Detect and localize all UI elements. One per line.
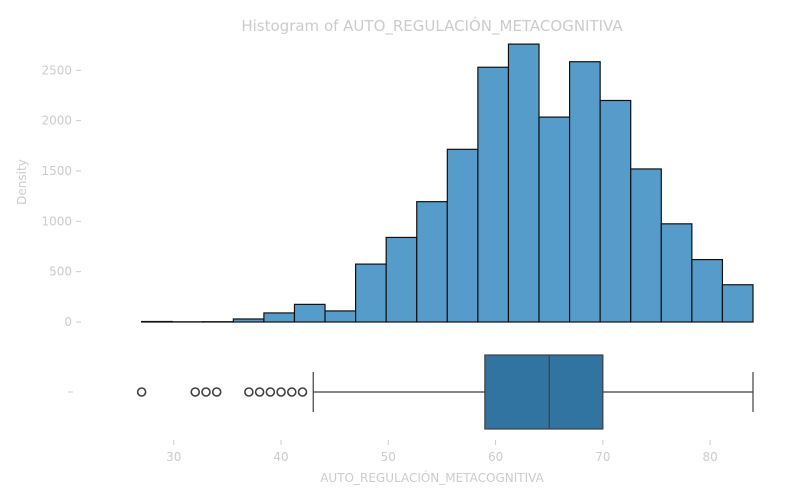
x-tick-label: 80 [702,450,717,464]
y-tick-label: 0 [64,315,72,329]
histogram-bar [721,284,754,323]
histogram-bar [293,303,326,323]
y-tick-label: 1500 [41,164,72,178]
x-tick-label: 40 [273,450,288,464]
y-tick-label: 1000 [41,214,72,228]
histogram-bar [477,66,510,323]
boxplot-outlier [211,387,222,397]
y-tick-label: 2500 [41,63,72,77]
histogram-bar [324,310,357,323]
histogram-bar [538,116,571,323]
histogram-bar [385,236,418,323]
histogram-bar [446,148,479,323]
histogram-bar [507,43,540,323]
boxplot-outlier [276,387,286,397]
x-tick-label: 50 [381,450,396,464]
y-tick-label: 500 [49,265,72,279]
histogram-y-axis: 0 500 1000 1500 2000 2500 [41,63,81,329]
boxplot-outlier [201,387,211,397]
x-tick-label: 70 [595,450,610,464]
y-tick-label: 2000 [41,114,72,128]
x-tick-label: 30 [166,450,181,464]
boxplot-outlier [244,387,254,397]
boxplot-outlier [136,387,147,397]
boxplot-outlier [265,387,276,397]
histogram-bar [416,201,448,323]
histogram-bars [141,43,754,323]
chart-title: Histogram of AUTO_REGULACIÓN_METACOGNITI… [241,16,623,36]
boxplot-outlier [297,387,308,397]
histogram-bar [232,318,265,323]
x-tick-label: 60 [488,450,503,464]
histogram-bar [355,263,387,323]
boxplot-outlier [254,387,265,397]
histogram-bar [568,61,601,323]
histogram-bar [660,223,693,323]
boxplot-outlier [190,387,201,397]
histogram-bar [141,320,173,323]
boxplot-outlier [286,387,297,397]
boxplot [68,354,754,430]
x-axis-label: AUTO_REGULACIÓN_METACOGNITIVA [320,470,544,485]
histogram-bar [599,99,632,323]
histogram-bar [691,258,724,323]
histogram-bar [263,312,296,323]
x-axis: 30 40 50 60 70 80 [166,440,718,464]
boxplot-box [484,354,604,430]
y-axis-label: Density [15,159,29,205]
histogram-bar [630,168,662,323]
